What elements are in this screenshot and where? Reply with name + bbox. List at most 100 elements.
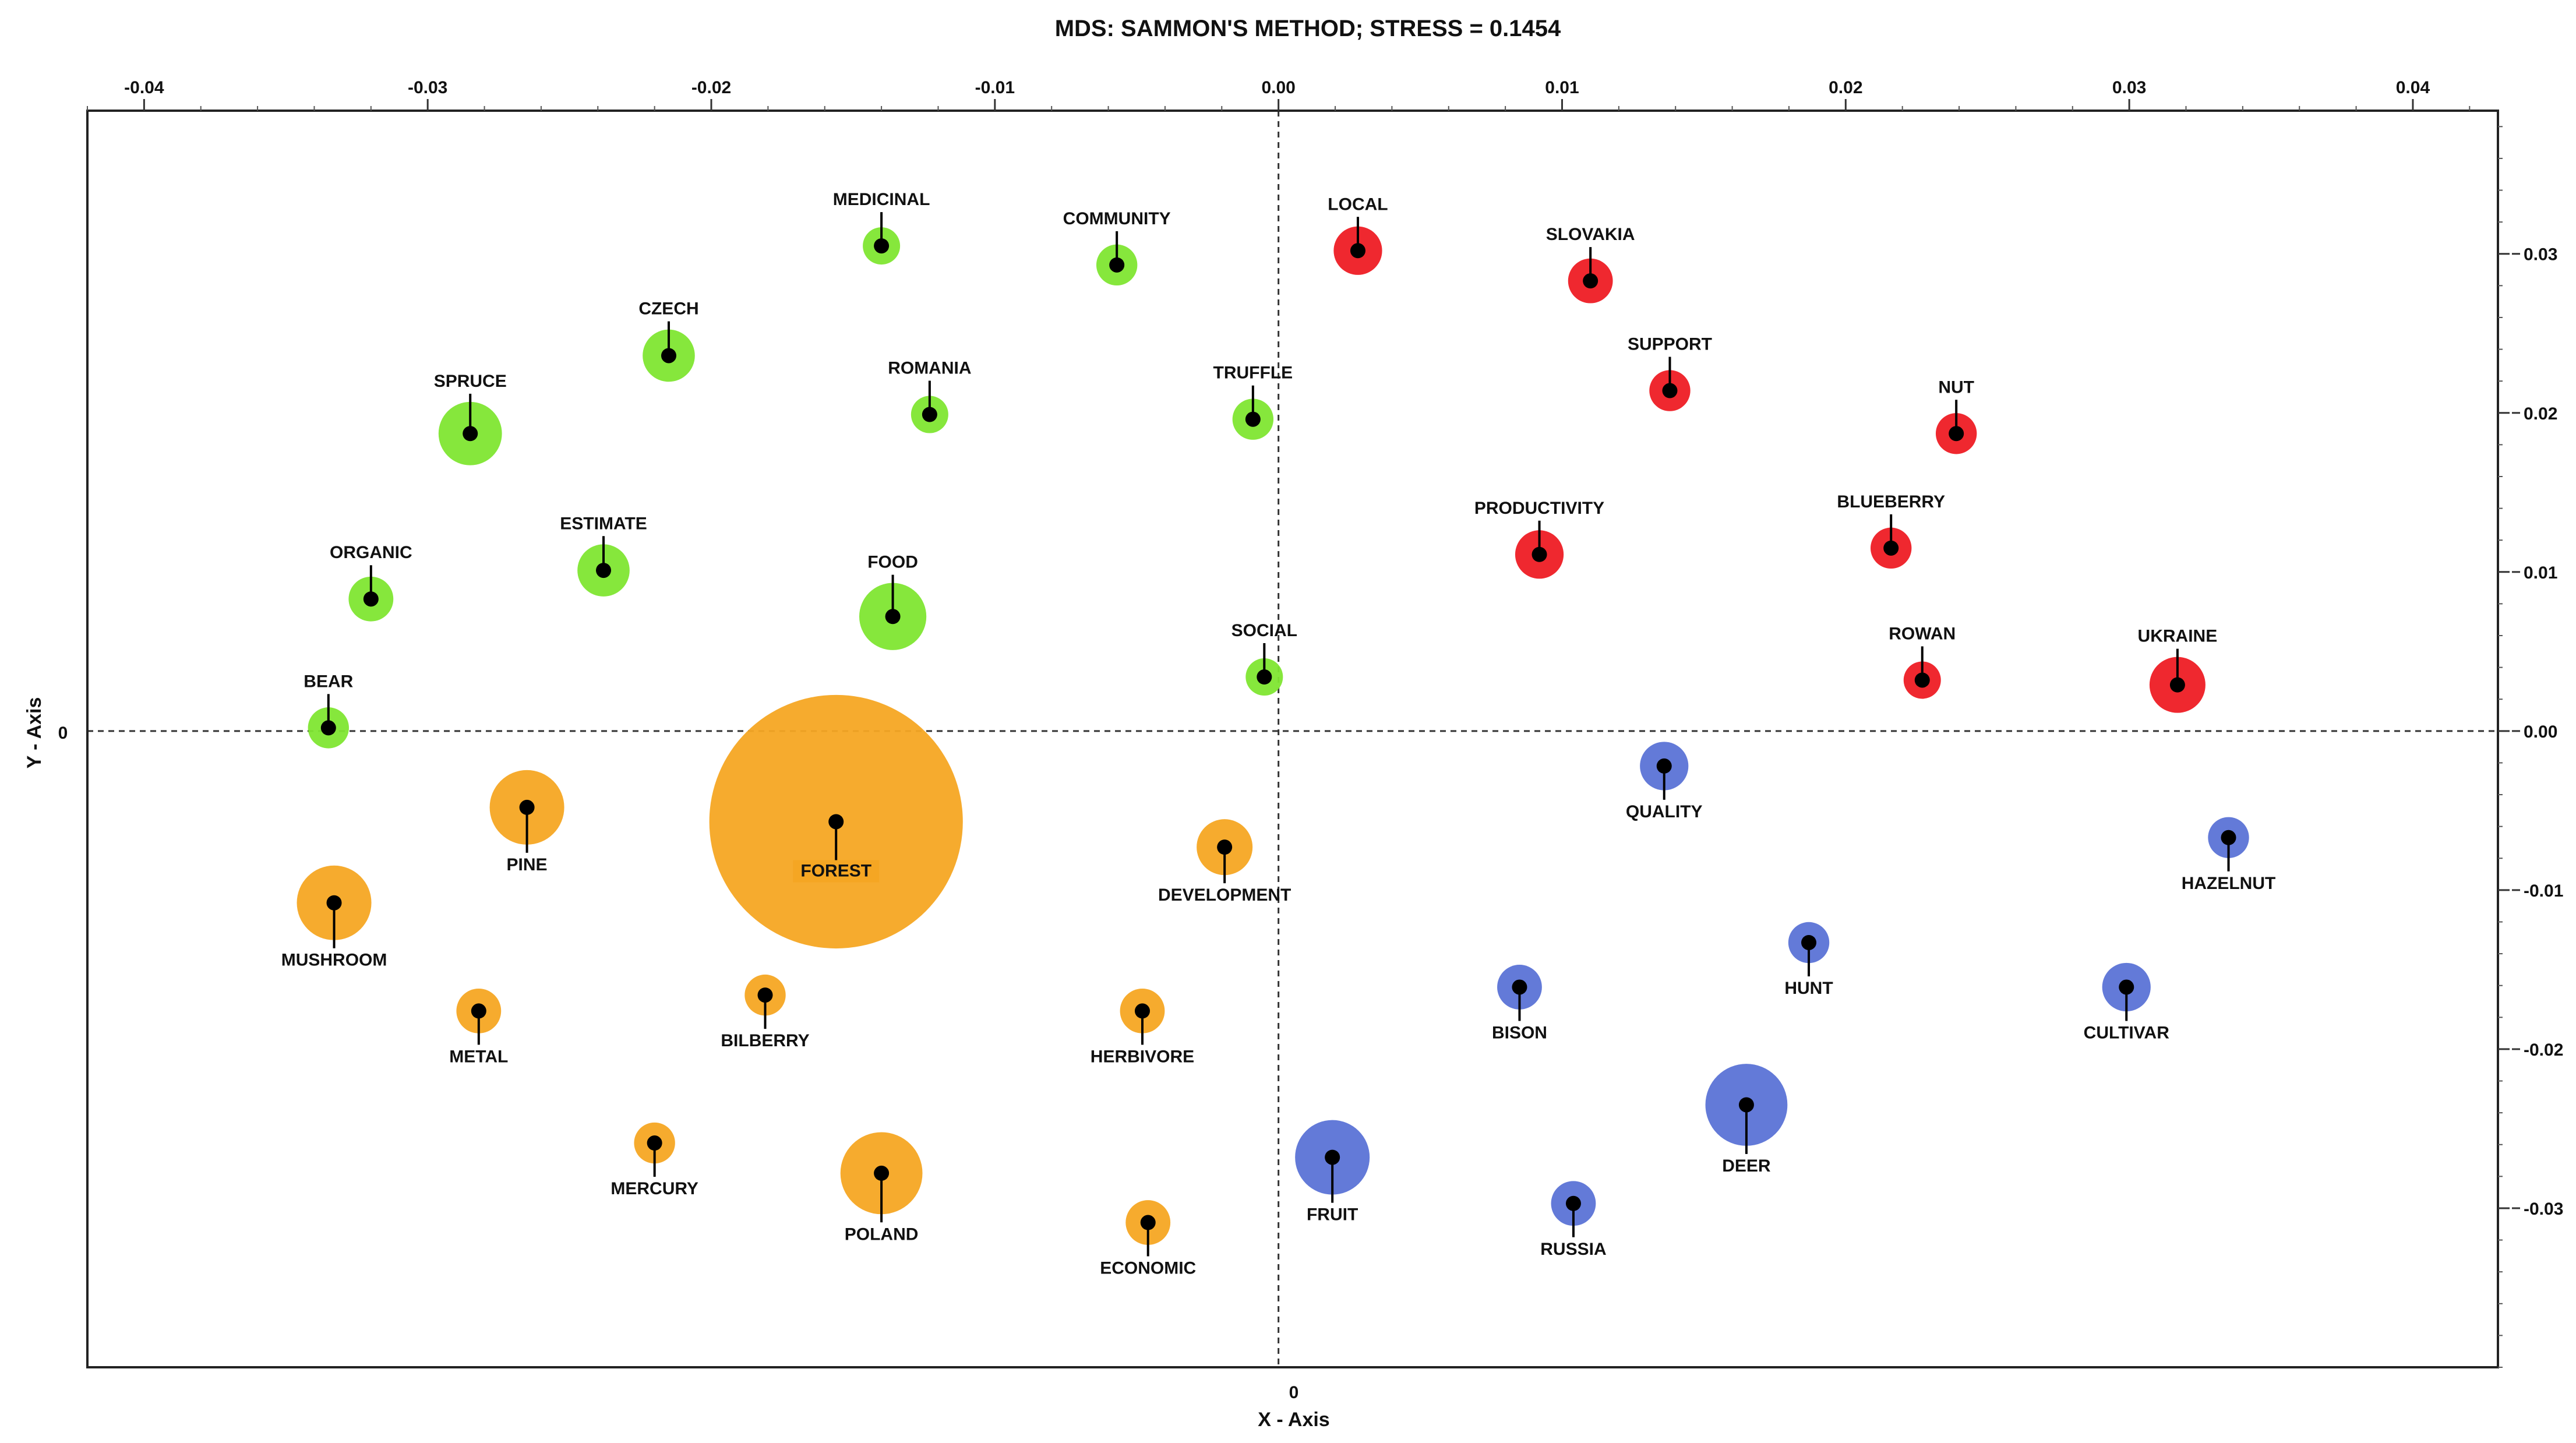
- ticks-layer: -0.04 -0.03 -0.02 -0.01 0.00 0.01 0.02 0.03 0.04…: [87, 78, 2563, 1368]
- point-label: SUPPORT: [1628, 335, 1712, 354]
- chart-title: MDS: SAMMON'S METHOD; STRESS = 0.1454: [1055, 16, 1561, 41]
- x-tick-label: -0.04: [124, 78, 164, 97]
- point-group: DEER: [1705, 1064, 1788, 1176]
- point-label: ROWAN: [1889, 624, 1956, 643]
- x-tick-label: -0.02: [691, 78, 731, 97]
- point-label: BEAR: [304, 672, 353, 691]
- plot-frame: [86, 110, 2499, 1368]
- point-group: POLAND: [840, 1132, 923, 1244]
- point-label: BILBERRY: [721, 1031, 809, 1050]
- point-group: MERCURY: [611, 1122, 698, 1198]
- grid-layer: [87, 111, 2498, 1367]
- point-group: FOREST: [709, 694, 963, 949]
- point-label: CZECH: [638, 299, 698, 319]
- point-label: ESTIMATE: [560, 514, 647, 533]
- point-label: LOCAL: [1328, 195, 1388, 214]
- y-tick-label: -0.02: [2524, 1040, 2563, 1060]
- point-label: COMMUNITY: [1063, 209, 1171, 228]
- point-group: BLUEBERRY: [1837, 492, 1945, 569]
- x-axis-title: X - Axis: [1258, 1409, 1329, 1431]
- point-group: ROMANIA: [888, 359, 972, 433]
- point-group: SUPPORT: [1628, 335, 1712, 411]
- point-group: SLOVAKIA: [1546, 225, 1635, 304]
- points-layer: MEDICINAL COMMUNITY CZECH ROMANIA TRUFFLE SPR…: [281, 190, 2276, 1278]
- point-group: RUSSIA: [1540, 1181, 1607, 1259]
- point-label: CULTIVAR: [2084, 1023, 2170, 1042]
- point-label: BISON: [1492, 1023, 1547, 1042]
- point-group: ESTIMATE: [560, 514, 647, 597]
- point-group: FRUIT: [1295, 1120, 1370, 1225]
- point-label: MEDICINAL: [833, 190, 930, 209]
- point-label: FOREST: [800, 861, 871, 880]
- point-group: BISON: [1492, 965, 1547, 1042]
- point-label: NUT: [1938, 377, 1974, 397]
- point-label: BLUEBERRY: [1837, 492, 1945, 511]
- point-label: QUALITY: [1626, 802, 1703, 821]
- point-group: LOCAL: [1328, 195, 1388, 275]
- point-group: METAL: [449, 988, 508, 1066]
- point-group: PRODUCTIVITY: [1474, 499, 1604, 579]
- point-label: PRODUCTIVITY: [1474, 499, 1604, 518]
- x-tick-label: 0.02: [1829, 78, 1862, 97]
- point-label: DEVELOPMENT: [1158, 885, 1291, 905]
- y-tick-label: 0.02: [2524, 404, 2557, 424]
- y-axis-title: Y - Axis: [23, 697, 45, 769]
- point-group: PINE: [489, 770, 564, 874]
- y-tick-label: -0.01: [2524, 881, 2563, 901]
- x-tick-label: 0.01: [1545, 78, 1579, 97]
- point-label: UKRAINE: [2138, 627, 2218, 646]
- x-tick-label: -0.01: [975, 78, 1015, 97]
- point-group: SOCIAL: [1231, 621, 1297, 696]
- point-label: PINE: [507, 855, 548, 874]
- y-tick-label: 0.01: [2524, 563, 2557, 583]
- point-group: MUSHROOM: [281, 865, 387, 970]
- point-group: HAZELNUT: [2182, 817, 2276, 893]
- point-group: CZECH: [638, 299, 699, 382]
- y-zero-label: 0: [58, 724, 68, 743]
- point-label: POLAND: [845, 1225, 919, 1244]
- point-group: FOOD: [859, 553, 927, 650]
- point-group: COMMUNITY: [1063, 209, 1171, 286]
- point-label: TRUFFLE: [1213, 364, 1293, 383]
- x-tick-label: 0.03: [2112, 78, 2146, 97]
- point-label: MUSHROOM: [281, 951, 387, 970]
- y-tick-label: 0.00: [2524, 722, 2557, 742]
- point-group: HERBIVORE: [1091, 988, 1194, 1066]
- point-group: ECONOMIC: [1100, 1200, 1196, 1278]
- y-tick-label: 0.03: [2524, 245, 2557, 264]
- point-label-bg: [793, 860, 880, 883]
- point-label: RUSSIA: [1540, 1240, 1606, 1259]
- point-group: CULTIVAR: [2084, 962, 2170, 1042]
- point-group: BEAR: [304, 672, 354, 749]
- point-label: ORGANIC: [330, 543, 412, 562]
- y-tick-label: -0.03: [2524, 1199, 2563, 1219]
- point-group: SPRUCE: [434, 372, 507, 465]
- point-group: HUNT: [1784, 922, 1833, 998]
- point-label: SOCIAL: [1231, 621, 1297, 640]
- point-group: BILBERRY: [721, 974, 810, 1050]
- point-group: NUT: [1935, 377, 1977, 454]
- point-group: ORGANIC: [330, 543, 412, 622]
- point-label: DEER: [1722, 1156, 1771, 1176]
- point-label: SPRUCE: [434, 372, 507, 391]
- point-group: MEDICINAL: [833, 190, 930, 265]
- point-label: METAL: [449, 1047, 508, 1066]
- point-group: QUALITY: [1626, 742, 1703, 821]
- x-tick-label: 0.00: [1261, 78, 1295, 97]
- point-label: ROMANIA: [888, 359, 971, 378]
- point-label: HAZELNUT: [2182, 874, 2276, 893]
- point-label: SLOVAKIA: [1546, 225, 1635, 244]
- point-label: ECONOMIC: [1100, 1259, 1196, 1278]
- x-tick-label: 0.04: [2396, 78, 2430, 97]
- point-label: MERCURY: [611, 1179, 698, 1198]
- point-label: FRUIT: [1307, 1205, 1358, 1225]
- point-label: HERBIVORE: [1091, 1047, 1194, 1066]
- point-group: DEVELOPMENT: [1158, 819, 1291, 905]
- x-tick-label: -0.03: [408, 78, 447, 97]
- point-group: UKRAINE: [2138, 627, 2218, 713]
- point-label: HUNT: [1784, 979, 1833, 998]
- point-label: FOOD: [867, 553, 918, 572]
- point-group: TRUFFLE: [1213, 364, 1293, 440]
- x-zero-label: 0: [1289, 1383, 1299, 1402]
